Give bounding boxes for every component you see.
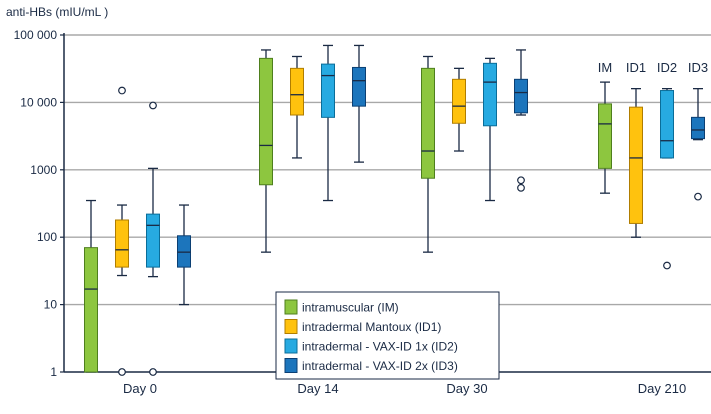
group-label: ID2 [657,60,677,75]
group-labels: IM ID1 ID2 ID3 [598,60,708,75]
legend-label: intradermal - VAX-ID 2x (ID3) [302,359,458,373]
box [452,78,466,124]
outlier-point [517,183,525,192]
box-3-2 [514,49,528,192]
box-3-1 [352,44,366,163]
box [629,106,643,224]
outlier-point [149,368,157,376]
box [421,67,435,179]
y-tick-label: 100 [37,230,57,244]
x-tick-label: Day 30 [446,381,487,396]
group-label: IM [598,60,612,75]
box [177,235,191,268]
gridlines [64,34,711,306]
y-tick-labels: 1 10 100 1000 10 000 100 000 [14,28,64,379]
x-tick-label: Day 0 [123,381,157,396]
box [598,103,612,169]
legend-swatch [284,299,298,315]
box-2-3 [660,87,674,270]
boxes [84,44,705,376]
legend-swatch [284,338,298,354]
box-3-0 [177,204,191,306]
box-1-1 [290,55,304,159]
box-3-3 [691,87,705,201]
legend-label: intradermal - VAX-ID 1x (ID2) [302,340,458,354]
y-tick-label: 1000 [30,163,57,177]
box-2-0 [146,101,160,376]
box-1-0 [115,86,129,376]
outlier-point [517,176,525,185]
box [84,247,98,373]
x-tick-label: Day 14 [297,381,338,396]
outlier-point [149,101,157,110]
box-0-1 [259,49,273,253]
box [321,63,335,118]
y-tick-label: 10 [44,298,58,312]
box-0-2 [421,55,435,253]
x-tick-labels: Day 0 Day 14 Day 30 Day 210 [123,381,686,396]
x-tick-label: Day 210 [638,381,686,396]
legend-label: intradermal Mantoux (ID1) [302,320,441,334]
box-2-2 [483,57,497,202]
group-label: ID1 [626,60,646,75]
box-1-2 [452,67,466,152]
outlier-point [118,368,126,376]
legend-box [275,291,500,380]
y-tick-label: 10 000 [20,95,57,109]
box [259,57,273,186]
box [483,62,497,127]
box-2-1 [321,44,335,202]
legend-swatch [284,319,298,334]
box-0-0 [84,199,98,373]
outlier-point [694,192,702,201]
legend-swatch [284,358,298,373]
box [691,116,705,140]
group-label: ID3 [688,60,708,75]
y-axis-label: anti-HBs (mIU/mL ) [6,5,108,19]
box [514,78,528,114]
box [660,90,674,159]
legend: intramuscular (IM) intradermal Mantoux (I… [275,291,500,380]
box-1-3 [629,87,643,238]
box-0-3 [598,81,612,194]
box [352,66,366,107]
y-tick-label: 100 000 [14,28,58,42]
box [290,67,304,116]
box [146,213,160,268]
outlier-point [118,86,126,95]
box [115,219,129,268]
legend-label: intramuscular (IM) [302,301,399,315]
y-tick-label: 1 [50,365,57,379]
outlier-point [663,261,671,270]
